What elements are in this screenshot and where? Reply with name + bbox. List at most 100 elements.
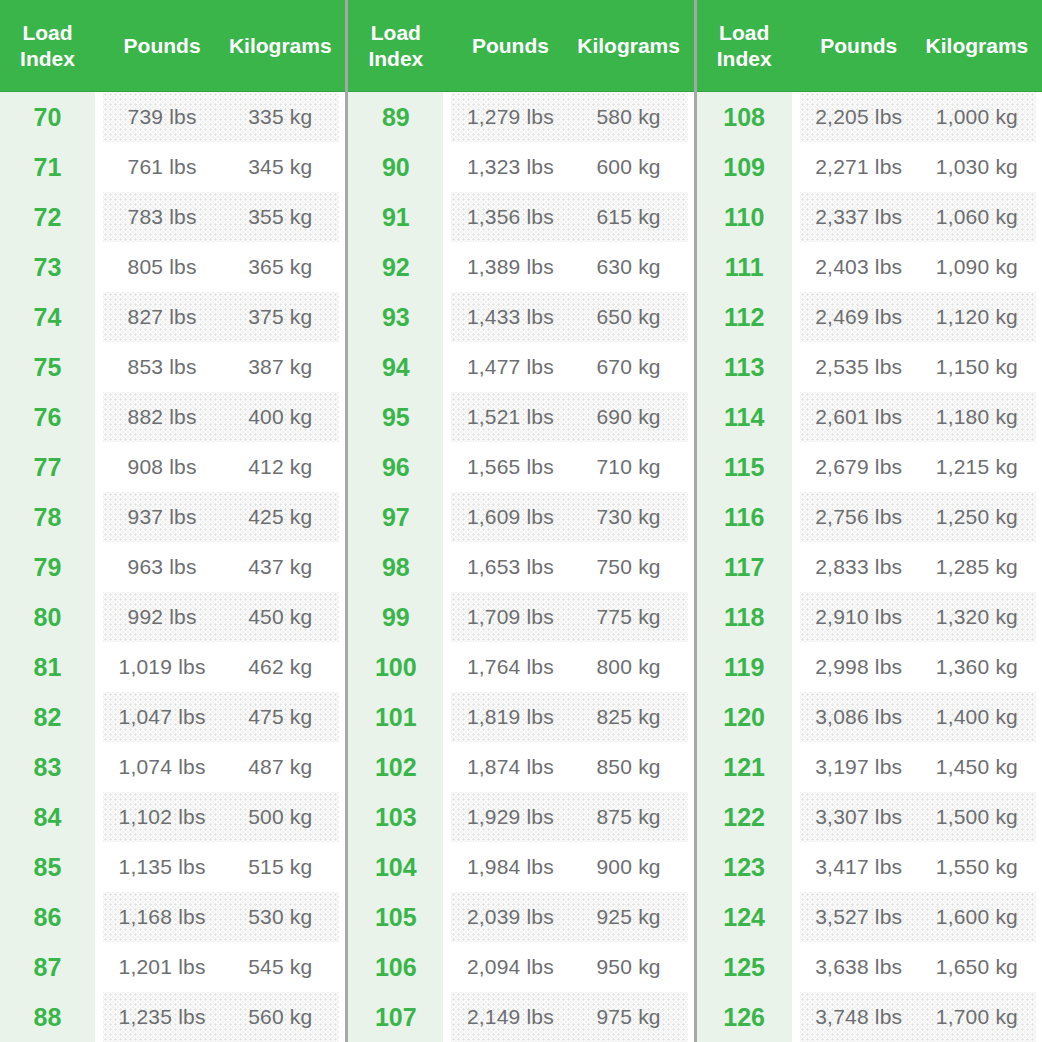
load-index-cell: 103 xyxy=(348,792,443,842)
pounds-cell: 2,910 lbs xyxy=(800,592,918,642)
header-load-index: Load Index xyxy=(697,20,792,71)
table-row: 981,653 lbs750 kg xyxy=(348,542,693,592)
table-row: 861,168 lbs530 kg xyxy=(0,892,345,942)
row-values: 1,135 lbs515 kg xyxy=(103,842,339,892)
kilograms-cell: 775 kg xyxy=(570,592,688,642)
pounds-cell: 3,197 lbs xyxy=(800,742,918,792)
pounds-cell: 805 lbs xyxy=(103,242,221,292)
table-row: 941,477 lbs670 kg xyxy=(348,342,693,392)
row-values: 963 lbs437 kg xyxy=(103,542,339,592)
table-row: 1263,748 lbs1,700 kg xyxy=(697,992,1042,1042)
kilograms-cell: 1,150 kg xyxy=(918,342,1036,392)
table-row: 1062,094 lbs950 kg xyxy=(348,942,693,992)
table-row: 73805 lbs365 kg xyxy=(0,242,345,292)
kilograms-cell: 1,550 kg xyxy=(918,842,1036,892)
load-index-cell: 88 xyxy=(0,992,95,1042)
load-index-cell: 74 xyxy=(0,292,95,342)
table-row: 871,201 lbs545 kg xyxy=(0,942,345,992)
table-row: 74827 lbs375 kg xyxy=(0,292,345,342)
kilograms-cell: 1,060 kg xyxy=(918,192,1036,242)
table-group-3: Load Index Pounds Kilograms 1082,205 lbs… xyxy=(697,0,1042,1042)
pounds-cell: 992 lbs xyxy=(103,592,221,642)
load-index-cell: 93 xyxy=(348,292,443,342)
table-row: 1112,403 lbs1,090 kg xyxy=(697,242,1042,292)
row-values: 1,201 lbs545 kg xyxy=(103,942,339,992)
load-index-table: Load Index Pounds Kilograms 70739 lbs335… xyxy=(0,0,1042,1042)
load-index-cell: 95 xyxy=(348,392,443,442)
kilograms-cell: 545 kg xyxy=(221,942,339,992)
load-index-cell: 80 xyxy=(0,592,95,642)
row-values: 2,403 lbs1,090 kg xyxy=(800,242,1036,292)
table-body: 1082,205 lbs1,000 kg1092,271 lbs1,030 kg… xyxy=(697,92,1042,1042)
pounds-cell: 3,638 lbs xyxy=(800,942,918,992)
row-values: 3,307 lbs1,500 kg xyxy=(800,792,1036,842)
table-row: 1132,535 lbs1,150 kg xyxy=(697,342,1042,392)
kilograms-cell: 345 kg xyxy=(221,142,339,192)
load-index-cell: 82 xyxy=(0,692,95,742)
kilograms-cell: 1,320 kg xyxy=(918,592,1036,642)
table-row: 72783 lbs355 kg xyxy=(0,192,345,242)
load-index-cell: 114 xyxy=(697,392,792,442)
pounds-cell: 853 lbs xyxy=(103,342,221,392)
row-values: 1,874 lbs850 kg xyxy=(451,742,687,792)
table-row: 76882 lbs400 kg xyxy=(0,392,345,442)
table-row: 811,019 lbs462 kg xyxy=(0,642,345,692)
load-index-cell: 124 xyxy=(697,892,792,942)
pounds-cell: 1,477 lbs xyxy=(451,342,569,392)
row-values: 761 lbs345 kg xyxy=(103,142,339,192)
kilograms-cell: 412 kg xyxy=(221,442,339,492)
kilograms-cell: 1,000 kg xyxy=(918,92,1036,142)
pounds-cell: 2,833 lbs xyxy=(800,542,918,592)
row-values: 2,149 lbs975 kg xyxy=(451,992,687,1042)
kilograms-cell: 1,360 kg xyxy=(918,642,1036,692)
pounds-cell: 2,535 lbs xyxy=(800,342,918,392)
kilograms-cell: 437 kg xyxy=(221,542,339,592)
table-row: 991,709 lbs775 kg xyxy=(348,592,693,642)
load-index-cell: 72 xyxy=(0,192,95,242)
kilograms-cell: 1,250 kg xyxy=(918,492,1036,542)
pounds-cell: 1,389 lbs xyxy=(451,242,569,292)
pounds-cell: 963 lbs xyxy=(103,542,221,592)
row-values: 1,074 lbs487 kg xyxy=(103,742,339,792)
table-row: 80992 lbs450 kg xyxy=(0,592,345,642)
pounds-cell: 2,756 lbs xyxy=(800,492,918,542)
pounds-cell: 882 lbs xyxy=(103,392,221,442)
pounds-cell: 3,307 lbs xyxy=(800,792,918,842)
table-row: 1041,984 lbs900 kg xyxy=(348,842,693,892)
table-row: 841,102 lbs500 kg xyxy=(0,792,345,842)
table-row: 951,521 lbs690 kg xyxy=(348,392,693,442)
kilograms-cell: 925 kg xyxy=(570,892,688,942)
kilograms-cell: 950 kg xyxy=(570,942,688,992)
table-row: 1142,601 lbs1,180 kg xyxy=(697,392,1042,442)
load-index-cell: 111 xyxy=(697,242,792,292)
table-row: 821,047 lbs475 kg xyxy=(0,692,345,742)
table-row: 75853 lbs387 kg xyxy=(0,342,345,392)
pounds-cell: 2,601 lbs xyxy=(800,392,918,442)
row-values: 2,833 lbs1,285 kg xyxy=(800,542,1036,592)
pounds-cell: 3,417 lbs xyxy=(800,842,918,892)
pounds-cell: 827 lbs xyxy=(103,292,221,342)
table-row: 1052,039 lbs925 kg xyxy=(348,892,693,942)
pounds-cell: 1,019 lbs xyxy=(103,642,221,692)
pounds-cell: 1,201 lbs xyxy=(103,942,221,992)
table-row: 70739 lbs335 kg xyxy=(0,92,345,142)
pounds-cell: 2,149 lbs xyxy=(451,992,569,1042)
load-index-cell: 101 xyxy=(348,692,443,742)
kilograms-cell: 580 kg xyxy=(570,92,688,142)
kilograms-cell: 900 kg xyxy=(570,842,688,892)
load-index-cell: 83 xyxy=(0,742,95,792)
header-kilograms: Kilograms xyxy=(221,34,339,58)
table-group-2: Load Index Pounds Kilograms 891,279 lbs5… xyxy=(348,0,693,1042)
kilograms-cell: 825 kg xyxy=(570,692,688,742)
row-values: 2,535 lbs1,150 kg xyxy=(800,342,1036,392)
kilograms-cell: 975 kg xyxy=(570,992,688,1042)
row-values: 1,819 lbs825 kg xyxy=(451,692,687,742)
pounds-cell: 2,403 lbs xyxy=(800,242,918,292)
row-values: 1,609 lbs730 kg xyxy=(451,492,687,542)
load-index-cell: 115 xyxy=(697,442,792,492)
pounds-cell: 739 lbs xyxy=(103,92,221,142)
pounds-cell: 1,929 lbs xyxy=(451,792,569,842)
load-index-cell: 77 xyxy=(0,442,95,492)
load-index-cell: 75 xyxy=(0,342,95,392)
kilograms-cell: 387 kg xyxy=(221,342,339,392)
